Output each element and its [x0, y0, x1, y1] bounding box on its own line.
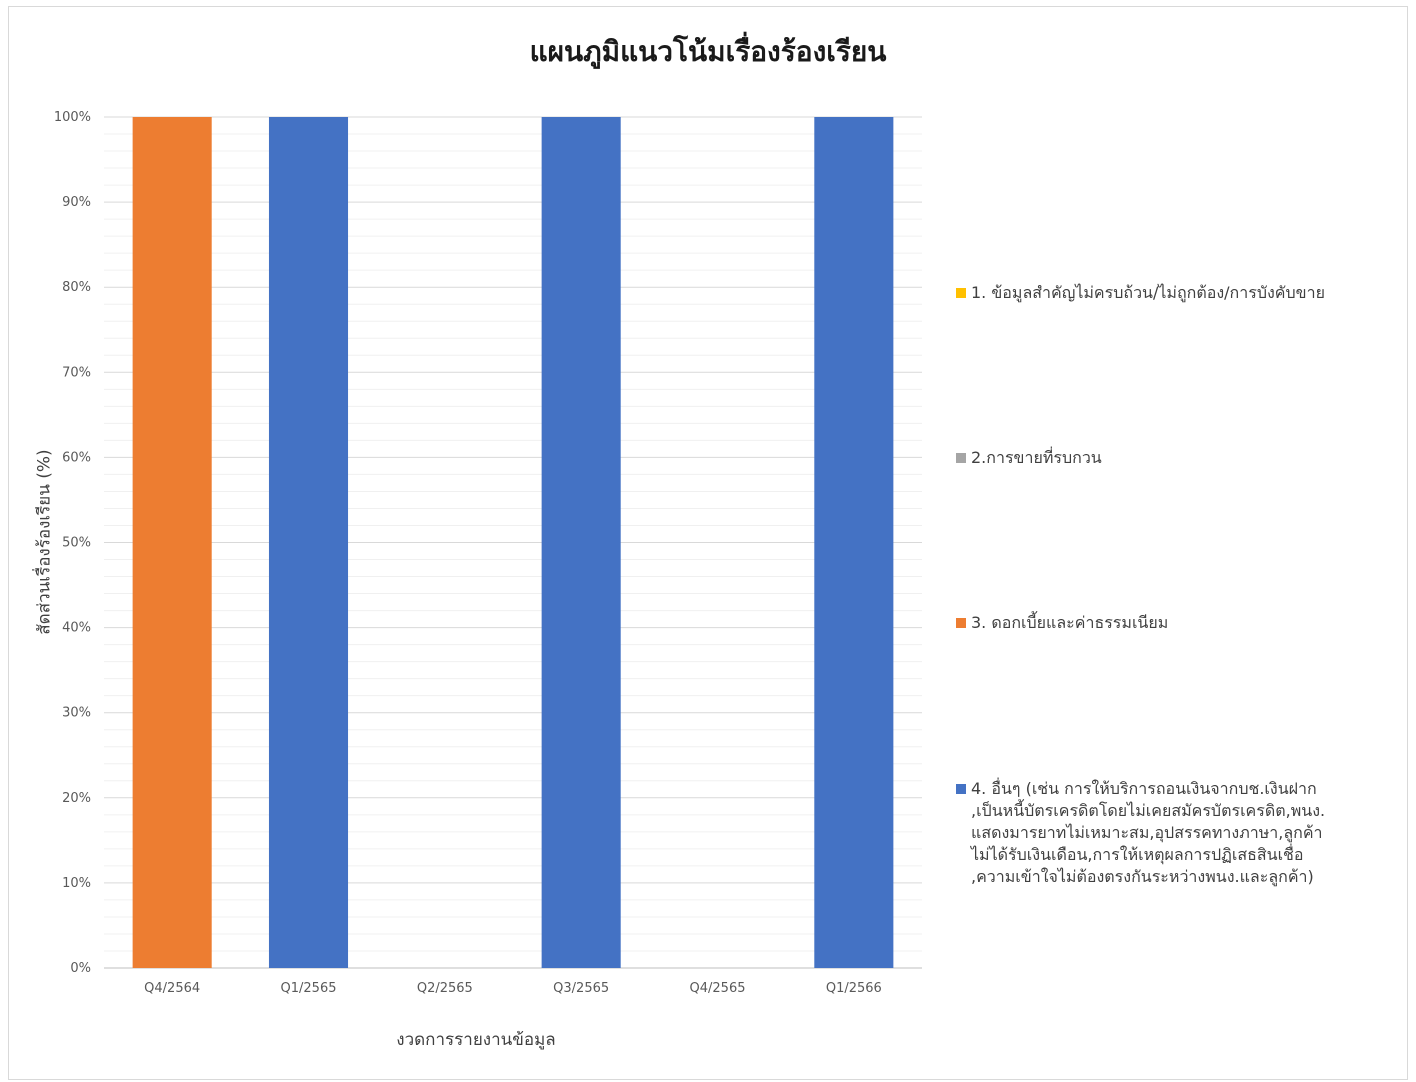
y-tick-label: 20% — [62, 791, 91, 806]
y-tick-label: 80% — [62, 280, 91, 295]
legend-label-2: 2.การขายที่รบกวน — [971, 448, 1102, 467]
y-tick-label: 30% — [62, 706, 91, 721]
chart-title: แผนภูมิแนวโน้มเรื่องร้องเรียน — [529, 35, 887, 68]
x-axis-label: งวดการรายงานข้อมูล — [396, 1030, 556, 1050]
bar-Q1-2566-series-4 — [814, 117, 894, 968]
legend-item-4: 4. อื่นๆ (เช่น การให้บริการถอนเงินจากบช.… — [956, 778, 1366, 888]
x-tick-label: Q4/2565 — [690, 981, 746, 996]
y-tick-label: 70% — [62, 365, 91, 380]
y-tick-label: 10% — [62, 876, 91, 891]
legend-label-1: 1. ข้อมูลสำคัญไม่ครบถ้วน/ไม่ถูกต้อง/การบ… — [971, 283, 1325, 302]
legend-swatch-4 — [956, 784, 966, 794]
x-tick-label: Q3/2565 — [553, 981, 609, 996]
x-tick-label: Q4/2564 — [144, 981, 200, 996]
legend-swatch-2 — [956, 453, 966, 463]
legend-label-4: 4. อื่นๆ (เช่น การให้บริการถอนเงินจากบช.… — [971, 779, 1326, 886]
y-tick-label: 50% — [62, 536, 91, 551]
bar-Q1-2565-series-4 — [268, 117, 349, 968]
legend-item-3: 3. ดอกเบี้ยและค่าธรรมเนียม — [956, 612, 1366, 634]
bar-Q4-2564-series-3 — [132, 117, 212, 968]
x-tick-label: Q1/2566 — [826, 981, 882, 996]
legend-swatch-3 — [956, 618, 966, 628]
y-tick-label: 0% — [70, 961, 91, 976]
y-tick-label: 100% — [54, 110, 91, 125]
bar-Q3-2565-series-4 — [541, 117, 621, 968]
x-tick-label: Q2/2565 — [417, 981, 473, 996]
legend-item-1: 1. ข้อมูลสำคัญไม่ครบถ้วน/ไม่ถูกต้อง/การบ… — [956, 282, 1366, 304]
x-tick-label: Q1/2565 — [281, 981, 337, 996]
legend-label-3: 3. ดอกเบี้ยและค่าธรรมเนียม — [971, 613, 1169, 632]
y-tick-label: 60% — [62, 450, 91, 465]
y-tick-label: 90% — [62, 195, 91, 210]
legend-swatch-1 — [956, 288, 966, 298]
y-tick-label: 40% — [62, 621, 91, 636]
legend-item-2: 2.การขายที่รบกวน — [956, 447, 1366, 469]
